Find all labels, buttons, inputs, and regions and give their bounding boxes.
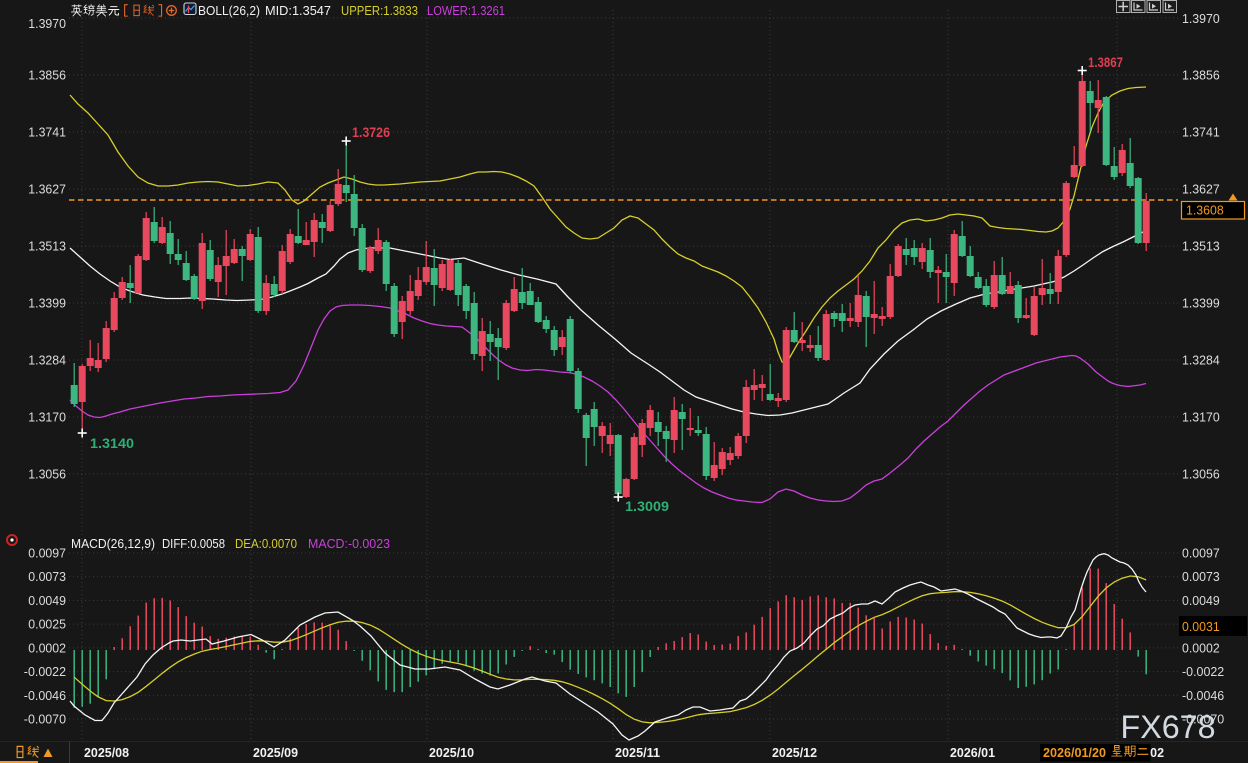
svg-text:1.3970: 1.3970 xyxy=(28,16,66,31)
svg-text:2025/12: 2025/12 xyxy=(772,746,817,760)
svg-text:1.3513: 1.3513 xyxy=(28,239,66,254)
svg-text:-0.0046: -0.0046 xyxy=(1182,688,1224,703)
svg-text:2025/11: 2025/11 xyxy=(615,746,660,760)
svg-text:0.0073: 0.0073 xyxy=(1182,569,1220,584)
svg-text:UPPER:1.3833: UPPER:1.3833 xyxy=(341,3,418,18)
svg-text:1.3170: 1.3170 xyxy=(28,410,66,425)
svg-text:MACD(26,12,9): MACD(26,12,9) xyxy=(71,536,155,551)
svg-text:MID:1.3547: MID:1.3547 xyxy=(265,3,331,18)
svg-text:1.3399: 1.3399 xyxy=(28,296,66,311)
svg-text:0.0073: 0.0073 xyxy=(28,569,66,584)
svg-text:-0.0022: -0.0022 xyxy=(24,664,66,679)
svg-text:0.0097: 0.0097 xyxy=(28,546,66,561)
svg-text:2025/08: 2025/08 xyxy=(84,746,129,760)
svg-text:0.0049: 0.0049 xyxy=(28,593,66,608)
svg-text:BOLL(26,2): BOLL(26,2) xyxy=(198,3,260,18)
svg-text:-0.0070: -0.0070 xyxy=(1182,712,1224,727)
svg-text:0.0002: 0.0002 xyxy=(28,640,66,655)
svg-text:0.0049: 0.0049 xyxy=(1182,593,1220,608)
svg-text:0.0002: 0.0002 xyxy=(1182,640,1220,655)
svg-text:1.3608: 1.3608 xyxy=(1186,203,1224,218)
svg-text:0.0031: 0.0031 xyxy=(1182,619,1220,634)
svg-text:0.0097: 0.0097 xyxy=(1182,546,1220,561)
svg-text:1.3627: 1.3627 xyxy=(28,182,66,197)
svg-text:1.3627: 1.3627 xyxy=(1182,182,1220,197)
svg-text:1.3056: 1.3056 xyxy=(28,467,66,482)
svg-text:LOWER:1.3261: LOWER:1.3261 xyxy=(427,3,505,18)
svg-text:1.3056: 1.3056 xyxy=(1182,467,1220,482)
svg-text:1.3399: 1.3399 xyxy=(1182,296,1220,311)
svg-text:1.3867: 1.3867 xyxy=(1088,55,1123,70)
svg-text:1.3741: 1.3741 xyxy=(1182,125,1220,140)
svg-text:1.3140: 1.3140 xyxy=(90,436,134,451)
svg-text:1.3726: 1.3726 xyxy=(352,125,390,140)
svg-text:2025/09: 2025/09 xyxy=(253,746,298,760)
svg-text:2026/01/20: 2026/01/20 xyxy=(1043,746,1106,760)
svg-text:1.3170: 1.3170 xyxy=(1182,410,1220,425)
svg-text:1.3284: 1.3284 xyxy=(1182,353,1220,368)
svg-text:1.3856: 1.3856 xyxy=(1182,68,1220,83)
svg-text:FX678: FX678 xyxy=(1121,709,1216,745)
svg-text:DIFF:0.0058: DIFF:0.0058 xyxy=(162,536,225,551)
svg-text:-0.0070: -0.0070 xyxy=(24,712,66,727)
svg-text:1.3513: 1.3513 xyxy=(1182,239,1220,254)
svg-text:MACD:-0.0023: MACD:-0.0023 xyxy=(308,536,390,551)
svg-text:-0.0022: -0.0022 xyxy=(1182,664,1224,679)
svg-text:2025/10: 2025/10 xyxy=(429,746,474,760)
svg-text:0.0025: 0.0025 xyxy=(28,617,66,632)
svg-text:1.3741: 1.3741 xyxy=(28,125,66,140)
svg-text:2026/01: 2026/01 xyxy=(950,746,995,760)
svg-text:1.3009: 1.3009 xyxy=(625,499,669,514)
svg-text:1.3284: 1.3284 xyxy=(28,353,66,368)
svg-text:DEA:0.0070: DEA:0.0070 xyxy=(235,536,297,551)
svg-text:1.3856: 1.3856 xyxy=(28,68,66,83)
svg-text:-0.0046: -0.0046 xyxy=(24,688,66,703)
svg-text:1.3970: 1.3970 xyxy=(1182,11,1220,26)
